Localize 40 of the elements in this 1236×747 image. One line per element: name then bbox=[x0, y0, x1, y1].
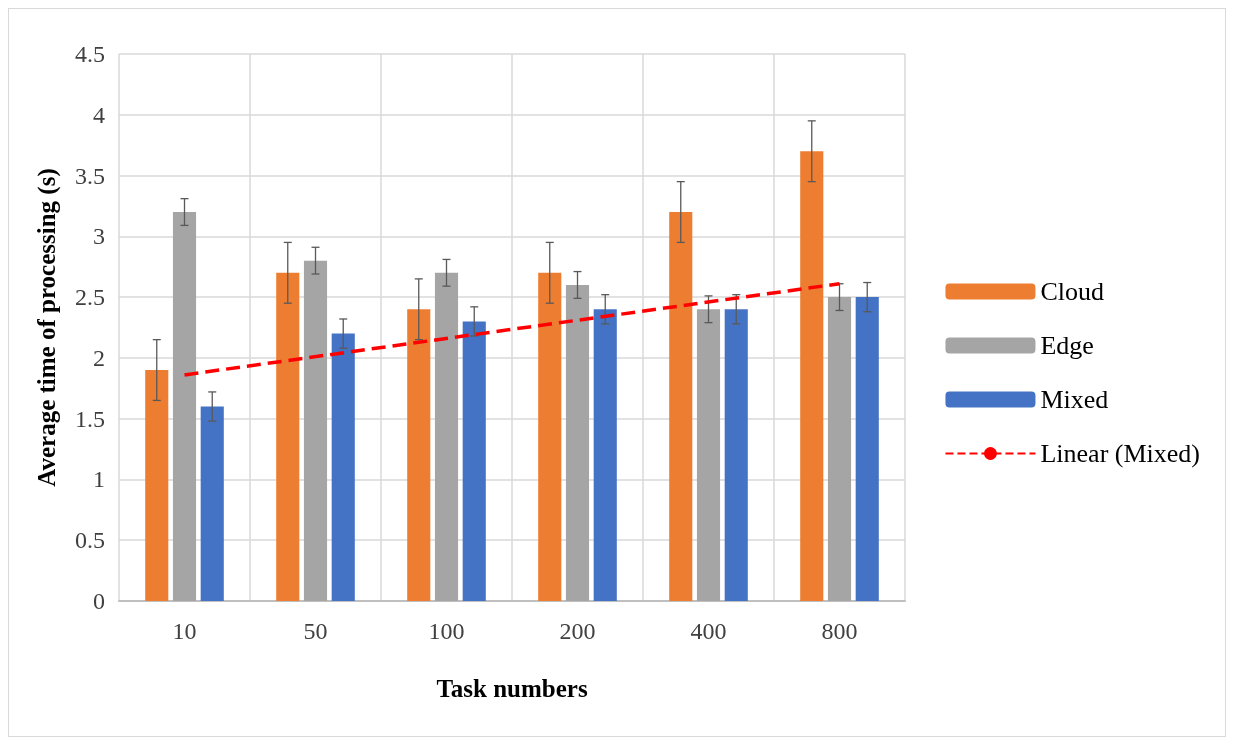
bar bbox=[303, 260, 328, 601]
y-tick-label: 3 bbox=[93, 223, 105, 250]
x-tick-label: 400 bbox=[690, 618, 727, 644]
y-tick-label: 3.5 bbox=[75, 162, 105, 189]
y-tick-label: 4.5 bbox=[75, 41, 105, 67]
bar bbox=[696, 309, 721, 601]
bar bbox=[724, 309, 748, 601]
x-tick-label: 50 bbox=[303, 618, 328, 644]
y-tick-label: 1.5 bbox=[75, 405, 105, 432]
bar bbox=[800, 151, 824, 601]
bar bbox=[145, 370, 169, 601]
bar bbox=[593, 309, 617, 601]
legend-label: Cloud bbox=[1040, 277, 1105, 306]
bar bbox=[407, 309, 431, 601]
x-axis-title: Task numbers bbox=[436, 675, 588, 702]
y-tick-label: 0.5 bbox=[75, 527, 105, 554]
x-tick-label: 10 bbox=[172, 618, 197, 644]
bar bbox=[462, 321, 486, 601]
bar bbox=[669, 212, 693, 601]
bar bbox=[434, 272, 459, 601]
bar bbox=[276, 272, 300, 601]
legend-label: Edge bbox=[1040, 331, 1094, 360]
legend-label: Mixed bbox=[1040, 385, 1109, 414]
bar bbox=[172, 212, 197, 601]
y-tick-label: 2.5 bbox=[75, 284, 105, 311]
bar bbox=[538, 272, 562, 601]
x-tick-label: 100 bbox=[428, 618, 465, 644]
x-tick-label: 800 bbox=[821, 618, 858, 644]
y-tick-label: 4 bbox=[93, 101, 105, 128]
legend-label: Linear (Mixed) bbox=[1040, 439, 1200, 468]
y-axis-title: Average time of processing (s) bbox=[33, 168, 61, 487]
y-tick-label: 0 bbox=[93, 588, 105, 614]
bar bbox=[565, 284, 590, 601]
x-tick-label: 200 bbox=[559, 618, 596, 644]
bar bbox=[200, 406, 224, 601]
bar bbox=[331, 333, 355, 601]
bar bbox=[827, 297, 852, 601]
y-tick-label: 2 bbox=[93, 344, 105, 371]
bar bbox=[855, 297, 879, 601]
y-tick-label: 1 bbox=[93, 466, 105, 493]
